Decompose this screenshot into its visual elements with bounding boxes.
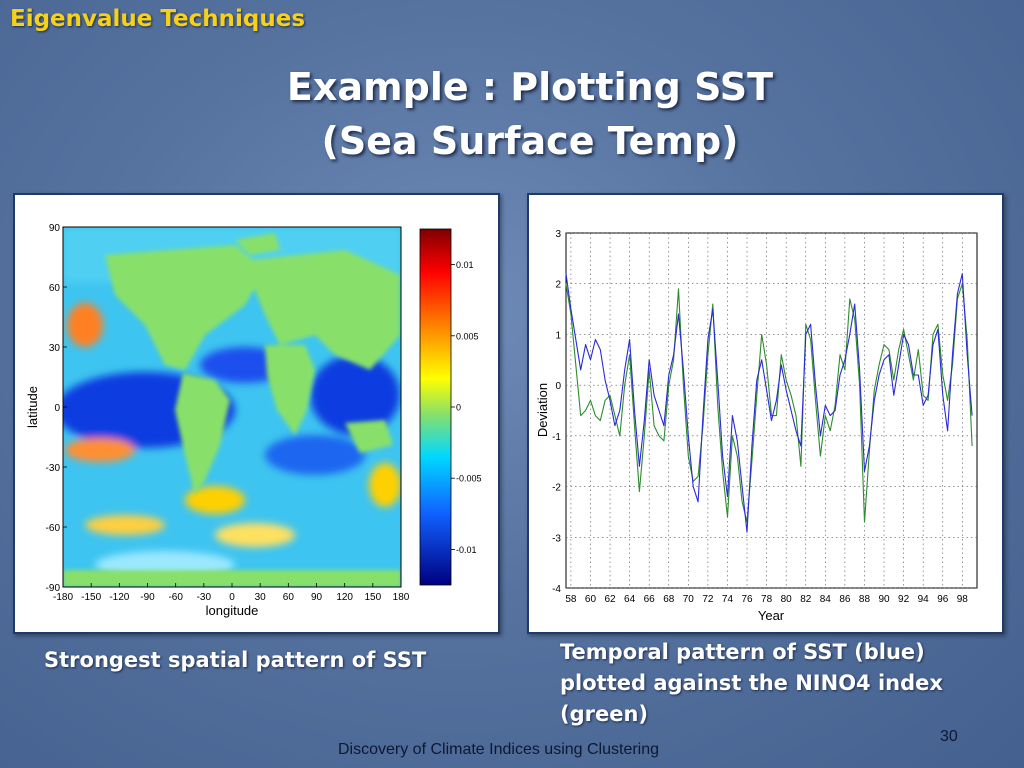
ts-x-tick-label: 58 [565, 594, 577, 605]
ts-x-tick-label: 60 [585, 594, 597, 605]
ts-x-tick-label: 94 [918, 594, 930, 605]
map-x-tick-label: -90 [140, 592, 155, 603]
map-x-tick-label: 150 [364, 592, 381, 603]
colorbar-tick-label: 0.005 [456, 331, 479, 341]
map-y-tick-label: -30 [46, 463, 61, 474]
ts-y-axis-label: Deviation [535, 383, 550, 437]
ts-x-tick-label: 62 [604, 594, 616, 605]
ts-y-tick-label: 0 [555, 381, 561, 392]
colorbar-tick-label: -0.01 [456, 545, 477, 555]
map-y-axis-label: latitude [25, 386, 40, 428]
ts-y-tick-label: -4 [552, 584, 561, 595]
temporal-pattern-panel: 3 2 1 0 -1 -2 -3 -4 58 60 62 64 66 68 70 72 74 76 78 80 82 8… [527, 193, 1004, 634]
map-x-tick-label: -120 [109, 592, 129, 603]
sst-temporal-pattern-chart: 3 2 1 0 -1 -2 -3 -4 58 60 62 64 66 68 70 72 74 76 78 80 82 8… [535, 229, 978, 623]
ts-x-tick-label: 74 [722, 594, 734, 605]
map-y-tick-label: 90 [49, 223, 61, 234]
ts-x-tick-label: 90 [878, 594, 890, 605]
sst-pattern-field [63, 227, 401, 587]
right-caption-line-2: plotted against the NINO4 index [560, 671, 943, 695]
ts-y-tick-label: 1 [555, 330, 561, 341]
slide-title-line-1: Example : Plotting SST [286, 65, 774, 109]
ts-x-tick-label: 76 [741, 594, 753, 605]
map-y-tick-label: -60 [46, 523, 61, 534]
map-x-tick-label: -60 [168, 592, 183, 603]
ts-x-tick-label: 78 [761, 594, 773, 605]
sst-temporal-series-line [565, 273, 973, 533]
map-y-tick-label: -90 [46, 583, 61, 594]
colorbar-tick-label: 0.01 [456, 260, 474, 270]
ts-x-tick-label: 84 [820, 594, 832, 605]
ts-y-tick-label: -3 [552, 533, 561, 544]
right-caption-line-1: Temporal pattern of SST (blue) [560, 640, 925, 664]
ts-y-tick-label: -2 [552, 483, 561, 494]
spatial-pattern-panel: 90 60 30 0 -30 -60 -90 -180 -150 -120 -90 -60 -30 0 3… [13, 193, 500, 634]
map-x-tick-label: -180 [53, 592, 73, 603]
land-masses [63, 233, 401, 587]
map-y-tick-label: 0 [54, 403, 60, 414]
ts-x-tick-label: 66 [644, 594, 656, 605]
map-x-tick-label: 120 [336, 592, 353, 603]
nino4-index-series-line [565, 283, 973, 523]
ts-x-tick-label: 80 [781, 594, 793, 605]
ts-x-tick-label: 92 [898, 594, 910, 605]
map-x-axis-label: longitude [206, 603, 259, 618]
map-x-tick-label: 180 [393, 592, 410, 603]
slide-title-line-2: (Sea Surface Temp) [321, 119, 739, 163]
ts-x-tick-label: 98 [957, 594, 969, 605]
ts-y-tick-label: 3 [555, 229, 561, 240]
map-y-tick-label: 30 [49, 343, 61, 354]
ts-x-tick-label: 96 [937, 594, 949, 605]
ts-y-tick-label: -1 [552, 432, 561, 443]
map-y-tick-label: 60 [49, 283, 61, 294]
slide-title: Example : Plotting SST (Sea Surface Temp… [0, 60, 1024, 168]
map-x-tick-label: 60 [283, 592, 295, 603]
ts-x-tick-label: 64 [624, 594, 636, 605]
colorbar-tick-label: 0 [456, 403, 461, 413]
right-caption: Temporal pattern of SST (blue) plotted a… [560, 637, 943, 730]
map-x-tick-label: 0 [229, 592, 235, 603]
ts-y-tick-label: 2 [555, 280, 561, 291]
sst-spatial-pattern-map: 90 60 30 0 -30 -60 -90 -180 -150 -120 -90 -60 -30 0 3… [25, 223, 482, 618]
ts-x-tick-label: 82 [800, 594, 812, 605]
ts-x-axis-label: Year [758, 608, 785, 623]
map-x-tick-label: 30 [255, 592, 267, 603]
colorbar-tick-label: -0.005 [456, 474, 482, 484]
map-x-tick-label: 90 [311, 592, 323, 603]
ts-x-tick-label: 70 [683, 594, 695, 605]
left-caption: Strongest spatial pattern of SST [44, 648, 427, 672]
footer-text: Discovery of Climate Indices using Clust… [338, 741, 660, 758]
colorbar [419, 228, 452, 586]
section-title: Eigenvalue Techniques [10, 6, 306, 32]
ts-x-tick-label: 88 [859, 594, 871, 605]
ts-x-tick-label: 86 [839, 594, 851, 605]
ts-x-tick-label: 72 [702, 594, 714, 605]
right-caption-line-3: (green) [560, 702, 649, 726]
slide-number: 30 [940, 728, 958, 745]
ts-x-tick-label: 68 [663, 594, 675, 605]
map-x-tick-label: -30 [197, 592, 212, 603]
map-x-tick-label: -150 [81, 592, 101, 603]
